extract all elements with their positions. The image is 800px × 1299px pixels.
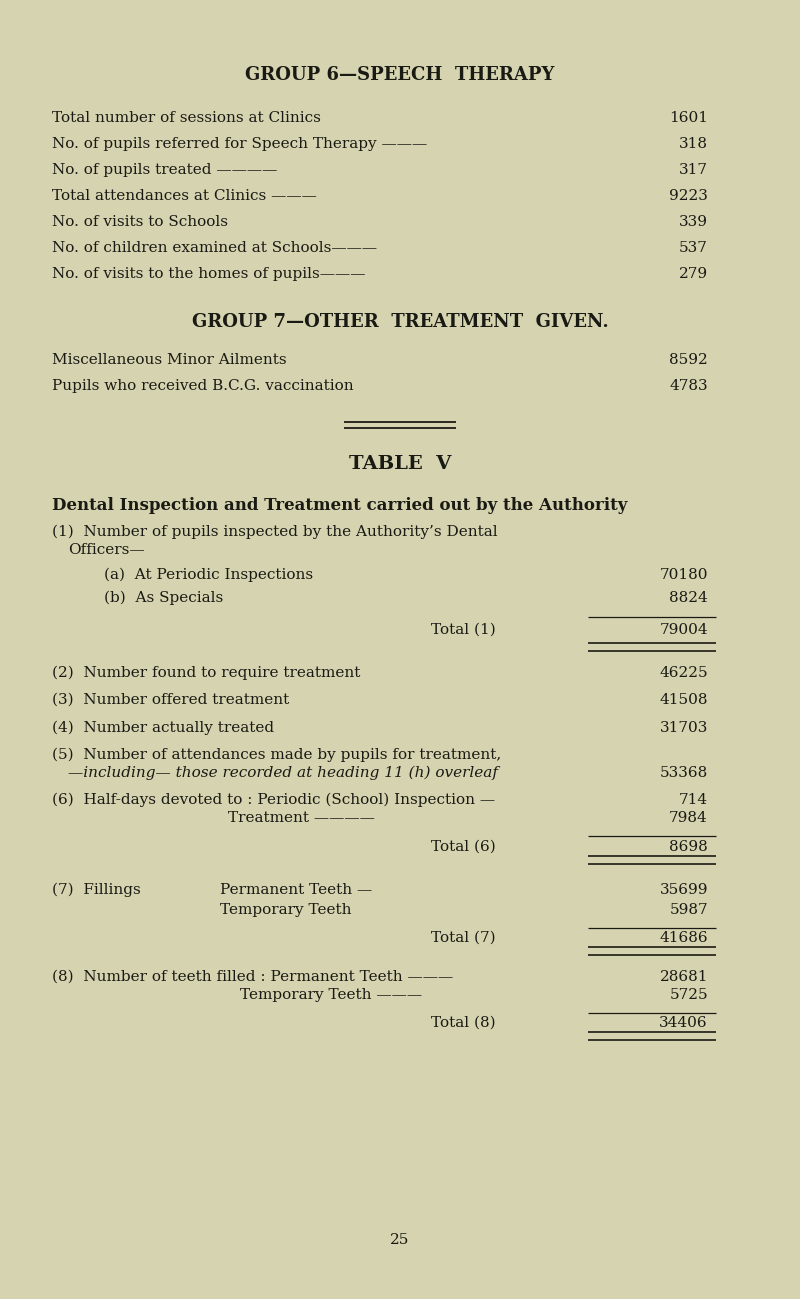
Text: Treatment ————: Treatment ———— [228,811,375,825]
Text: GROUP 7—OTHER  TREATMENT  GIVEN.: GROUP 7—OTHER TREATMENT GIVEN. [192,313,608,331]
Text: 46225: 46225 [659,666,708,679]
Text: 339: 339 [679,216,708,229]
Text: (3)  Number offered treatment: (3) Number offered treatment [52,692,290,707]
Text: 9223: 9223 [669,188,708,203]
Text: Total (8): Total (8) [431,1016,496,1030]
Text: No. of pupils referred for Speech Therapy ———: No. of pupils referred for Speech Therap… [52,136,427,151]
Text: 41508: 41508 [659,692,708,707]
Text: 5987: 5987 [670,903,708,917]
Text: Total number of sessions at Clinics: Total number of sessions at Clinics [52,110,321,125]
Text: (7)  Fillings: (7) Fillings [52,883,141,898]
Text: GROUP 6—SPEECH  THERAPY: GROUP 6—SPEECH THERAPY [246,66,554,84]
Text: Temporary Teeth ———: Temporary Teeth ——— [240,989,422,1002]
Text: (5)  Number of attendances made by pupils for treatment,: (5) Number of attendances made by pupils… [52,748,502,763]
Text: 8698: 8698 [670,840,708,853]
Text: Permanent Teeth —: Permanent Teeth — [220,883,372,898]
Text: Total (6): Total (6) [431,840,496,853]
Text: Officers—: Officers— [68,543,145,557]
Text: 70180: 70180 [659,568,708,582]
Text: 8592: 8592 [670,353,708,368]
Text: 25: 25 [390,1233,410,1247]
Text: 34406: 34406 [659,1016,708,1030]
Text: 41686: 41686 [659,931,708,944]
Text: (a)  At Periodic Inspections: (a) At Periodic Inspections [104,568,313,582]
Text: Dental Inspection and Treatment carried out by the Authority: Dental Inspection and Treatment carried … [52,496,627,513]
Text: 79004: 79004 [659,624,708,637]
Text: 53368: 53368 [660,766,708,779]
Text: 279: 279 [679,268,708,281]
Text: TABLE  V: TABLE V [349,455,451,473]
Text: (6)  Half-days devoted to : Periodic (School) Inspection —: (6) Half-days devoted to : Periodic (Sch… [52,792,495,807]
Text: Temporary Teeth: Temporary Teeth [220,903,351,917]
Text: —including— those recorded at heading 11 (h) overleaf: —including— those recorded at heading 11… [68,766,498,781]
Text: (8)  Number of teeth filled : Permanent Teeth ———: (8) Number of teeth filled : Permanent T… [52,970,454,985]
Text: 537: 537 [679,242,708,255]
Text: 8824: 8824 [670,591,708,605]
Text: 4783: 4783 [670,379,708,394]
Text: 5725: 5725 [670,989,708,1002]
Text: 714: 714 [679,792,708,807]
Text: Miscellaneous Minor Ailments: Miscellaneous Minor Ailments [52,353,286,368]
Text: Total (7): Total (7) [431,931,496,944]
Text: 35699: 35699 [659,883,708,898]
Text: No. of children examined at Schools———: No. of children examined at Schools——— [52,242,377,255]
Text: No. of visits to Schools: No. of visits to Schools [52,216,228,229]
Text: No. of pupils treated ————: No. of pupils treated ———— [52,162,278,177]
Text: Total attendances at Clinics ———: Total attendances at Clinics ——— [52,188,317,203]
Text: Pupils who received B.C.G. vaccination: Pupils who received B.C.G. vaccination [52,379,354,394]
Text: (1)  Number of pupils inspected by the Authority’s Dental: (1) Number of pupils inspected by the Au… [52,525,498,539]
Text: 1601: 1601 [669,110,708,125]
Text: (b)  As Specials: (b) As Specials [104,591,223,605]
Text: (4)  Number actually treated: (4) Number actually treated [52,721,274,735]
Text: No. of visits to the homes of pupils———: No. of visits to the homes of pupils——— [52,268,366,281]
Text: Total (1): Total (1) [431,624,496,637]
Text: (2)  Number found to require treatment: (2) Number found to require treatment [52,666,360,681]
Text: 28681: 28681 [659,970,708,985]
Text: 31703: 31703 [660,721,708,735]
Text: 7984: 7984 [670,811,708,825]
Text: 318: 318 [679,136,708,151]
Text: 317: 317 [679,162,708,177]
